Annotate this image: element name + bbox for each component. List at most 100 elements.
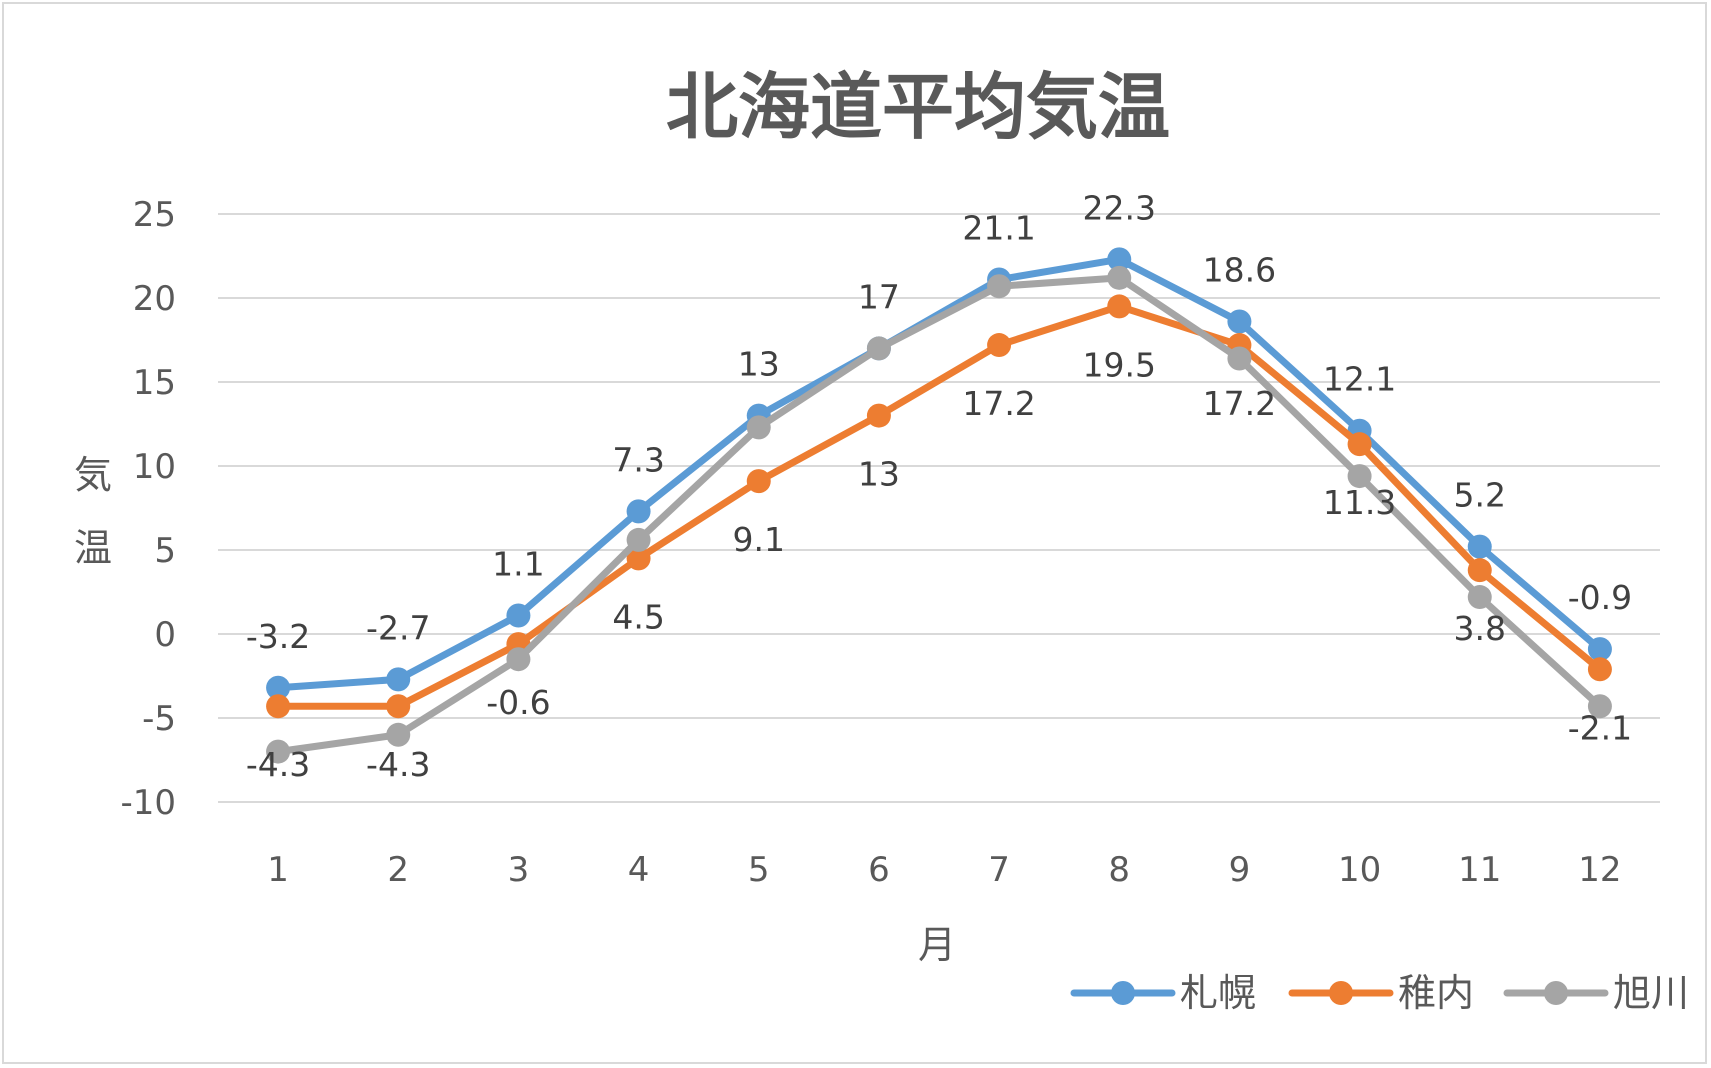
- data-label: 1.1: [492, 545, 544, 584]
- x-tick-label: 12: [1578, 850, 1621, 890]
- data-label: -3.2: [246, 617, 310, 656]
- legend-marker: [1329, 981, 1353, 1005]
- series-line: [274, 274, 1604, 756]
- legend-label: 稚内: [1398, 971, 1474, 1015]
- data-point: [1587, 637, 1612, 662]
- series-line: [274, 255, 1604, 692]
- y-axis-title-char: 気: [74, 453, 112, 497]
- data-point: [1467, 534, 1492, 559]
- x-tick-label: 1: [267, 850, 289, 890]
- x-tick-label: 6: [868, 850, 890, 890]
- data-label: 13: [738, 345, 780, 384]
- x-tick-label: 2: [387, 850, 409, 890]
- y-tick-label: 10: [133, 447, 176, 487]
- data-point: [266, 675, 291, 700]
- y-tick-label: -5: [142, 699, 176, 739]
- data-point: [987, 274, 1012, 299]
- data-point: [1347, 464, 1372, 489]
- y-tick-label: 20: [133, 279, 176, 319]
- legend: 札幌 稚内 旭川: [1070, 971, 1689, 1015]
- data-labels: -3.2 -2.7 1.1 7.3 13 17 21.1 22.3 18.6 12.1 5.2 -0.…: [246, 188, 1632, 784]
- x-tick-label: 7: [988, 850, 1010, 890]
- series-3: [266, 265, 1612, 764]
- data-label: 18.6: [1203, 251, 1276, 290]
- data-point: [1107, 247, 1132, 272]
- data-label: 17.2: [1203, 384, 1276, 423]
- data-point: [1467, 558, 1492, 583]
- data-label: -4.3: [366, 745, 430, 784]
- data-point: [386, 694, 411, 719]
- data-label: 4.5: [612, 597, 664, 636]
- data-point: [626, 499, 651, 524]
- data-label: 21.1: [962, 209, 1035, 248]
- data-label: -2.7: [366, 608, 430, 647]
- legend-marker: [1111, 981, 1135, 1005]
- data-label: 17: [858, 277, 900, 316]
- data-point: [1467, 585, 1492, 610]
- x-tick-label: 8: [1108, 850, 1130, 890]
- data-label: 22.3: [1083, 188, 1156, 227]
- series-lines: [266, 247, 1612, 764]
- data-point: [866, 403, 891, 428]
- data-label: 5.2: [1454, 476, 1506, 515]
- data-point: [506, 647, 531, 672]
- data-point: [266, 739, 291, 764]
- data-point: [1227, 346, 1252, 371]
- data-point: [746, 415, 771, 440]
- data-label: 13: [858, 455, 900, 494]
- x-tick-label: 5: [748, 850, 770, 890]
- x-tick-label: 9: [1229, 850, 1251, 890]
- x-tick-label: 4: [628, 850, 650, 890]
- x-tick-label: 10: [1338, 850, 1381, 890]
- data-point: [386, 667, 411, 692]
- data-point: [266, 694, 291, 719]
- legend-marker: [1544, 981, 1568, 1005]
- legend-item-3: 旭川: [1503, 971, 1689, 1015]
- data-label: 3.8: [1454, 609, 1506, 648]
- data-point: [1587, 694, 1612, 719]
- data-point: [1587, 657, 1612, 682]
- y-axis-ticks: -10 -5 0 5 10 15 20 25: [120, 195, 176, 823]
- y-tick-label: 0: [154, 615, 176, 655]
- data-point: [1107, 265, 1132, 290]
- data-point: [746, 469, 771, 494]
- chart-title: 北海道平均気温: [666, 65, 1170, 149]
- data-label: -0.9: [1568, 578, 1632, 617]
- data-point: [626, 546, 651, 571]
- data-label: 11.3: [1323, 483, 1396, 522]
- data-label: 7.3: [612, 440, 664, 479]
- data-point: [866, 336, 891, 361]
- data-label: -2.1: [1568, 708, 1632, 747]
- series-2: [266, 294, 1612, 719]
- data-point: [1107, 294, 1132, 319]
- data-label: -4.3: [246, 745, 310, 784]
- data-point: [506, 603, 531, 628]
- series-line: [274, 302, 1604, 710]
- data-point: [987, 333, 1012, 358]
- x-tick-label: 11: [1458, 850, 1501, 890]
- data-label: 17.2: [962, 384, 1035, 423]
- y-tick-label: 25: [133, 195, 176, 235]
- data-label: 12.1: [1323, 360, 1396, 399]
- y-tick-label: 5: [154, 531, 176, 571]
- data-point: [386, 722, 411, 747]
- data-point: [1347, 432, 1372, 457]
- y-axis-title-char: 温: [74, 526, 112, 570]
- legend-item-1: 札幌: [1070, 971, 1256, 1015]
- x-axis-title: 月: [918, 923, 956, 967]
- data-label: -0.6: [486, 683, 550, 722]
- legend-item-2: 稚内: [1288, 971, 1474, 1015]
- data-label: 9.1: [733, 520, 785, 559]
- legend-label: 札幌: [1180, 971, 1256, 1015]
- data-label: 19.5: [1083, 345, 1156, 384]
- data-point: [626, 527, 651, 552]
- x-axis-ticks: 1 2 3 4 5 6 7 8 9 10 11 12: [267, 850, 1621, 890]
- y-tick-label: 15: [133, 363, 176, 403]
- y-axis-title: 気温: [74, 453, 112, 570]
- y-tick-label: -10: [120, 783, 176, 823]
- x-tick-label: 3: [508, 850, 530, 890]
- data-point: [1227, 309, 1252, 334]
- legend-label: 旭川: [1613, 971, 1689, 1015]
